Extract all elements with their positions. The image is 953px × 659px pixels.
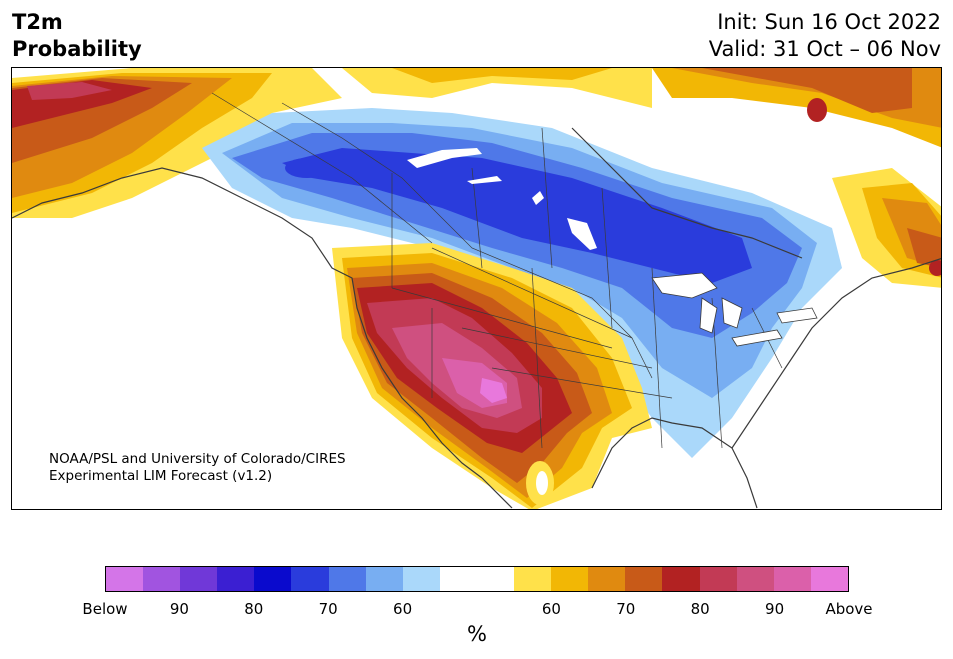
colorbar-segment (143, 567, 181, 591)
map-title: T2m Probability (12, 9, 142, 63)
colorbar-segment (625, 567, 663, 591)
colorbar-segment (773, 567, 811, 591)
colorbar-segment (699, 567, 737, 591)
colorbar-segment (402, 567, 440, 591)
colorbar-tick-label: 70 (616, 600, 636, 618)
colorbar-segment (180, 567, 218, 591)
colorbar-segment (514, 567, 552, 591)
colorbar-tick-label: 60 (541, 600, 561, 618)
colorbar-segment (439, 567, 477, 591)
forecast-dates: Init: Sun 16 Oct 2022 Valid: 31 Oct – 06… (709, 9, 941, 63)
colorbar-tick-label: 60 (393, 600, 413, 618)
colorbar-segment (106, 567, 144, 591)
colorbar-tick-label: Above (825, 600, 873, 618)
colorbar-tick-label: Below (82, 600, 128, 618)
title-line-2: Probability (12, 37, 142, 61)
map-graphic (12, 68, 941, 509)
colorbar-segment (217, 567, 255, 591)
warm-region-northwest (12, 68, 342, 218)
probability-colorbar (105, 566, 849, 592)
probability-map: NOAA/PSL and University of Colorado/CIRE… (11, 67, 942, 510)
colorbar-tick-label: 80 (244, 600, 264, 618)
init-date: Init: Sun 16 Oct 2022 (717, 10, 941, 34)
credit-line-2: Experimental LIM Forecast (v1.2) (49, 468, 273, 484)
colorbar-segment (365, 567, 403, 591)
state-borders (211, 92, 783, 449)
colorbar-segment (291, 567, 329, 591)
colorbar-segment (254, 567, 292, 591)
canadian-lakes (407, 148, 597, 250)
colorbar-tick-label: 80 (690, 600, 710, 618)
colorbar-segment (328, 567, 366, 591)
title-line-1: T2m (12, 10, 63, 34)
colorbar-segment (736, 567, 774, 591)
colorbar-segment (551, 567, 589, 591)
map-credit: NOAA/PSL and University of Colorado/CIRE… (49, 451, 346, 485)
coastlines (12, 127, 941, 509)
colorbar-tick-label: 90 (169, 600, 189, 618)
colorbar-tick-label: 90 (765, 600, 785, 618)
colorbar-segment (476, 567, 515, 591)
colorbar-segment (810, 567, 848, 591)
colorbar-segment (588, 567, 626, 591)
warm-region-north (342, 68, 941, 148)
warm-region-southwest (332, 243, 652, 509)
credit-line-1: NOAA/PSL and University of Colorado/CIRE… (49, 451, 346, 467)
warm-region-northeast (832, 168, 941, 288)
colorbar-segment (662, 567, 700, 591)
valid-dates: Valid: 31 Oct – 06 Nov (708, 37, 941, 61)
colorbar-unit: % (467, 622, 487, 646)
colorbar-tick-label: 70 (318, 600, 338, 618)
great-lakes (651, 272, 818, 347)
colorbar-labels: Below 90 80 70 60 60 70 80 90 Above (0, 600, 953, 618)
